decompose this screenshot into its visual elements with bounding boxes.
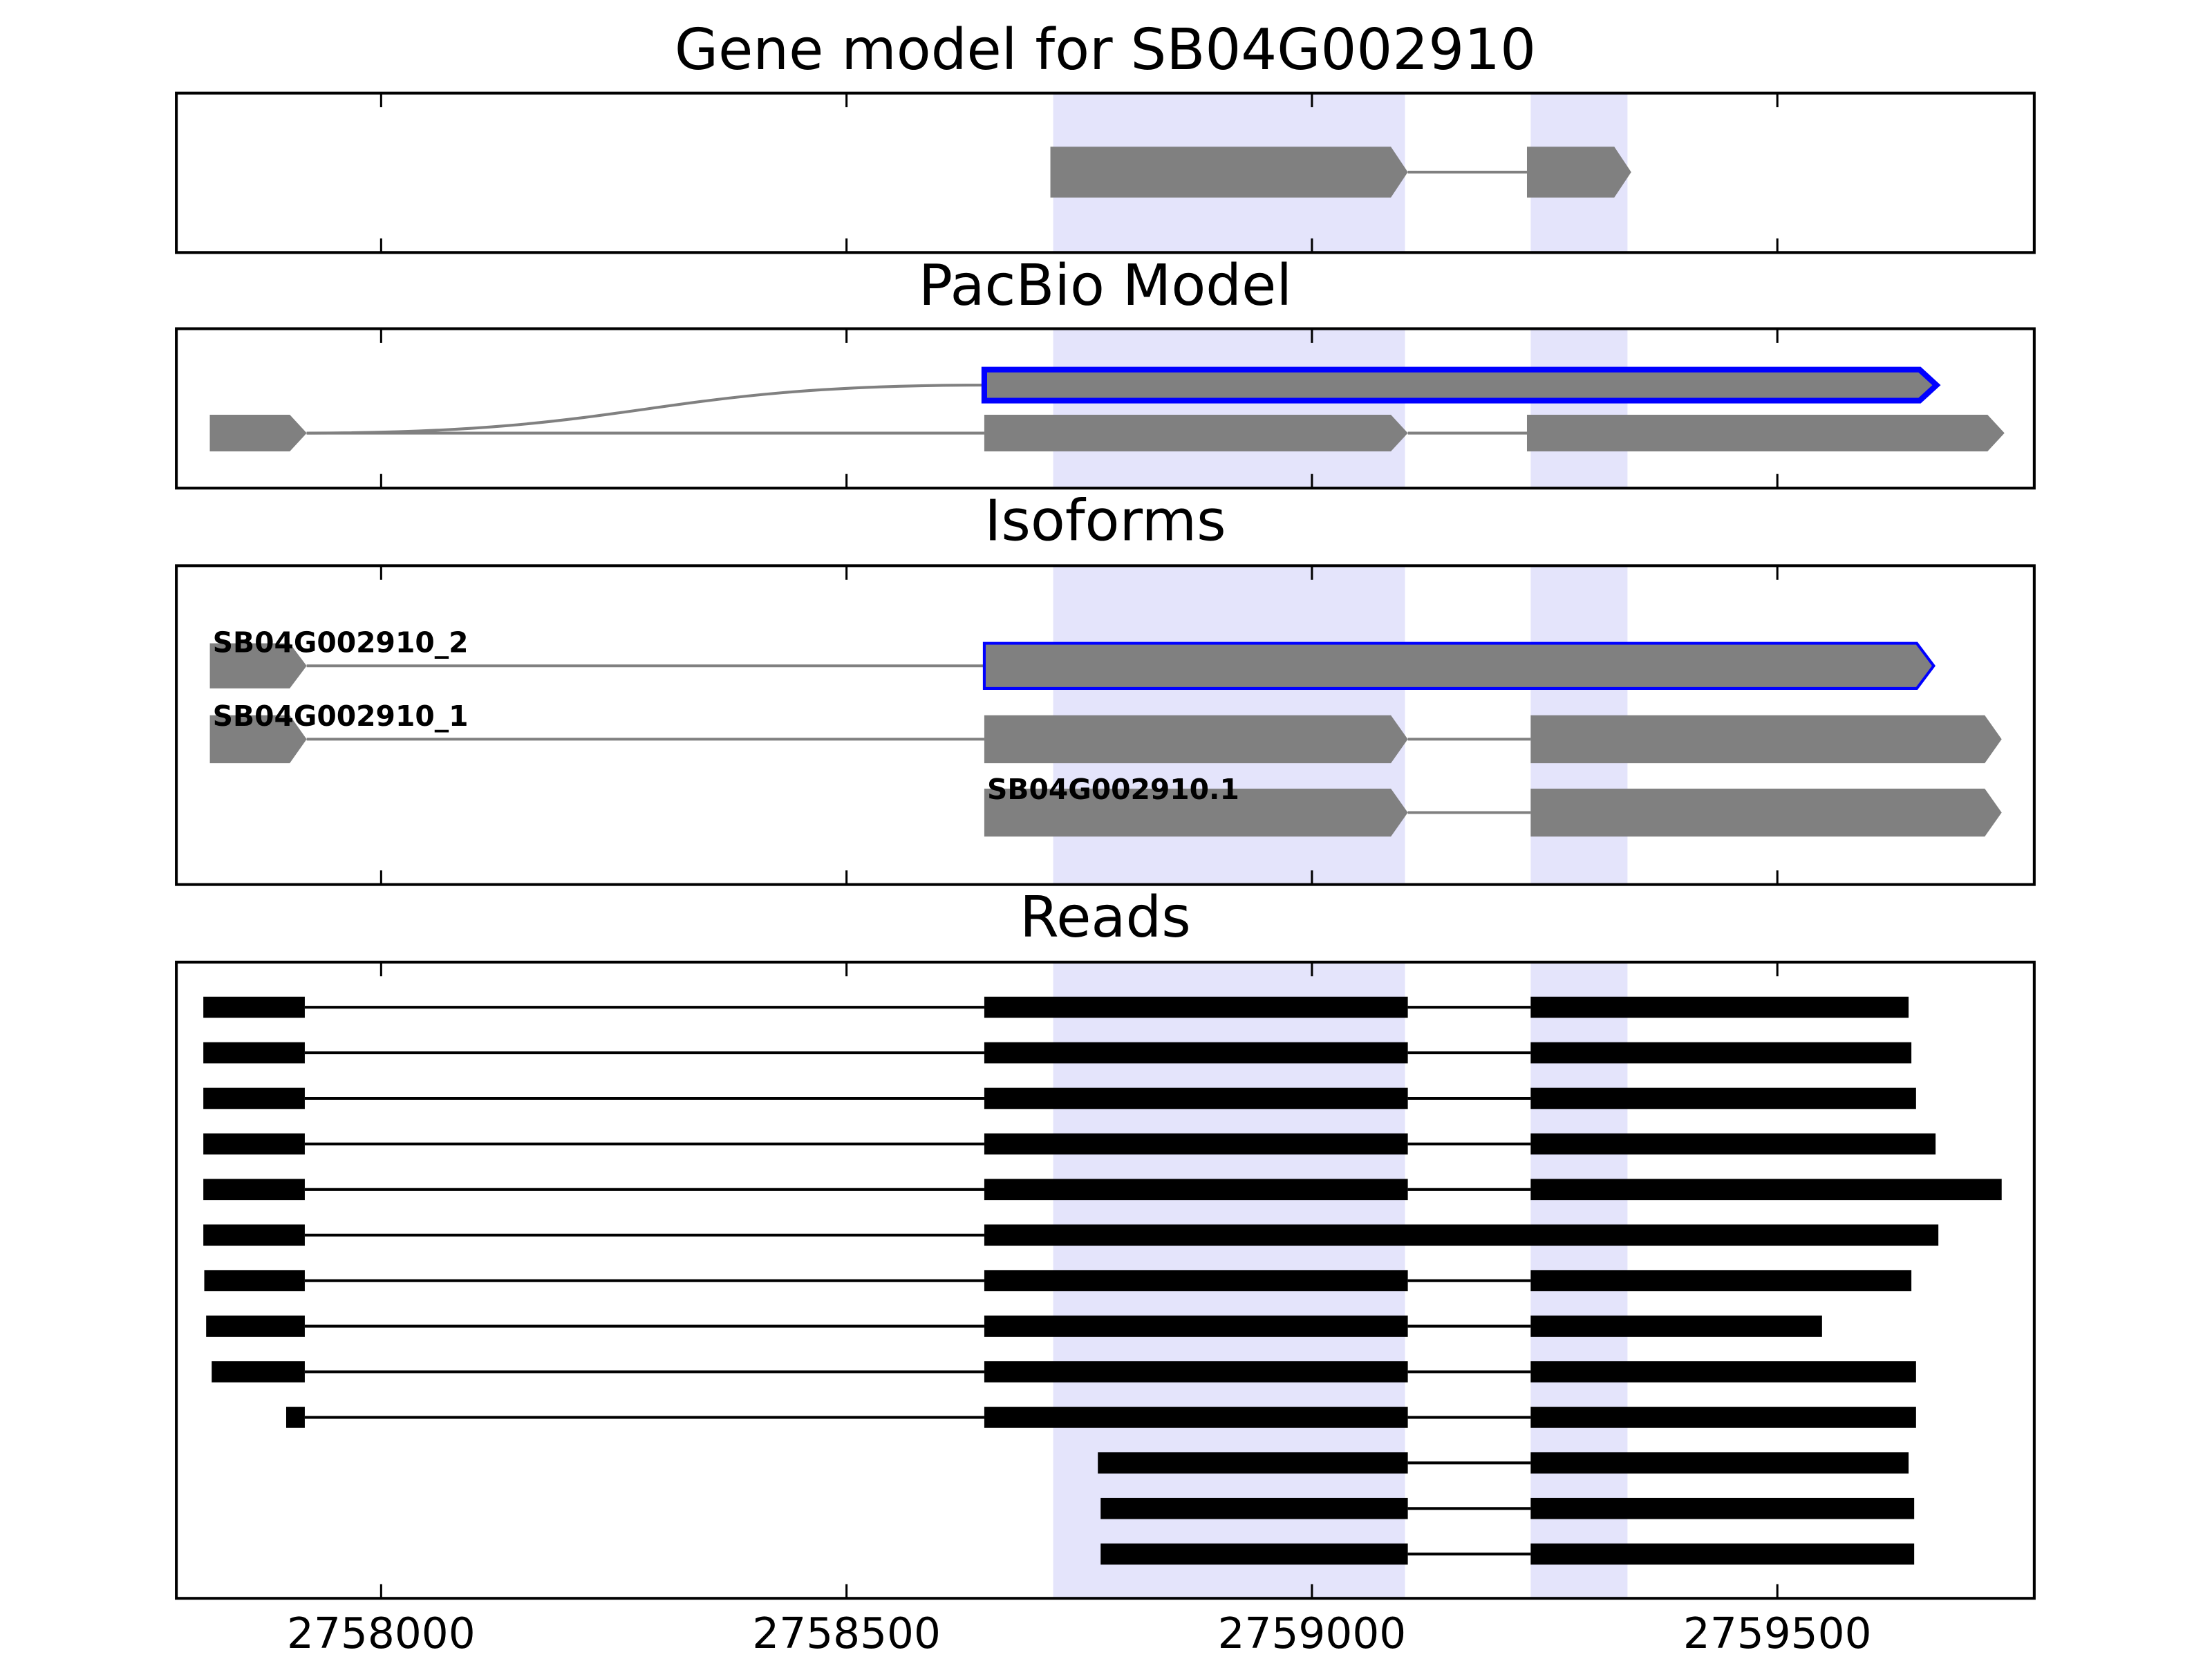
panel-frame xyxy=(175,91,2036,254)
read-block xyxy=(1530,996,1909,1018)
read-block xyxy=(1530,1452,1909,1474)
x-tick-label: 2759500 xyxy=(1683,1609,1872,1658)
isoform-label: SB04G002910.1 xyxy=(987,773,1239,806)
isoform-label: SB04G002910_2 xyxy=(213,626,469,659)
exon xyxy=(1530,788,2002,837)
panel-title: Reads xyxy=(1020,885,1191,950)
read-block xyxy=(984,1042,1408,1064)
panel-title: Gene model for SB04G002910 xyxy=(675,17,1536,83)
read-block xyxy=(203,996,305,1018)
exon xyxy=(209,415,307,452)
x-tick-label: 2758000 xyxy=(287,1609,476,1658)
read-block xyxy=(203,1087,305,1109)
read-block xyxy=(206,1315,305,1337)
read-block xyxy=(1530,1315,1822,1337)
read-block xyxy=(984,1133,1408,1155)
exon xyxy=(209,643,307,688)
highlight-region xyxy=(1053,328,1405,489)
exon xyxy=(1526,415,2005,452)
read-block xyxy=(1530,1270,1912,1291)
read-block xyxy=(203,1133,305,1155)
panel-frame xyxy=(175,564,2036,886)
read-block xyxy=(1100,1497,1408,1519)
read-block xyxy=(1530,1407,1916,1428)
panel-title: Isoforms xyxy=(984,489,1226,554)
exon xyxy=(209,715,307,764)
panel-title: PacBio Model xyxy=(919,253,1292,319)
read-block xyxy=(1530,1042,1912,1064)
read-block xyxy=(1098,1452,1408,1474)
read-block xyxy=(984,996,1408,1018)
exon xyxy=(981,366,1941,404)
read-block xyxy=(984,1087,1408,1109)
read-block xyxy=(203,1224,305,1246)
exon xyxy=(984,715,1408,764)
exon xyxy=(1050,147,1408,198)
exon xyxy=(984,788,1408,837)
read-block xyxy=(984,1361,1408,1382)
read-block xyxy=(1100,1543,1408,1565)
exon xyxy=(982,641,1936,690)
read-block xyxy=(203,1179,305,1201)
read-block xyxy=(1530,1133,1936,1155)
exon xyxy=(1526,147,1631,198)
read-block xyxy=(984,1270,1408,1291)
isoform-label: SB04G002910_1 xyxy=(213,700,469,733)
read-block xyxy=(984,1179,1408,1201)
read-block xyxy=(1530,1361,1916,1382)
read-block xyxy=(1530,1543,1915,1565)
read-block xyxy=(984,1315,1408,1337)
read-block xyxy=(1530,1179,2002,1201)
read-block xyxy=(212,1361,305,1382)
x-tick-label: 2759000 xyxy=(1218,1609,1407,1658)
read-block xyxy=(285,1407,305,1428)
read-block xyxy=(1530,1087,1916,1109)
read-block xyxy=(984,1224,1939,1246)
exon xyxy=(1530,715,2002,764)
panel-frame xyxy=(175,327,2036,490)
read-block xyxy=(204,1270,305,1291)
read-block xyxy=(203,1042,305,1064)
exon xyxy=(984,415,1408,452)
x-tick-label: 2758500 xyxy=(752,1609,941,1658)
read-block xyxy=(1530,1497,1915,1519)
highlight-region xyxy=(1530,328,1628,489)
panel-frame xyxy=(175,960,2036,1600)
read-block xyxy=(984,1407,1408,1428)
intron xyxy=(306,384,984,435)
